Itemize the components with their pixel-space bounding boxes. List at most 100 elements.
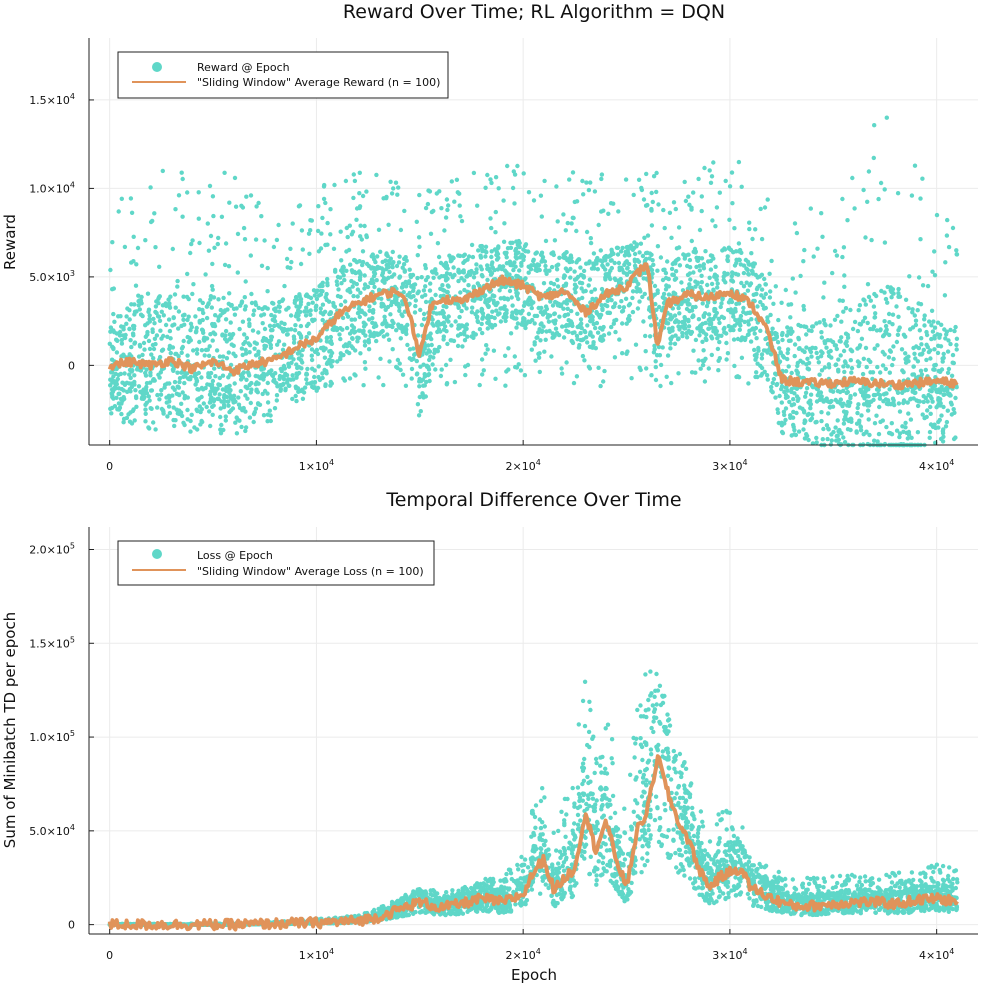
scatter-point xyxy=(653,364,658,370)
scatter-point xyxy=(842,284,847,289)
scatter-point xyxy=(785,350,790,356)
scatter-point xyxy=(350,336,355,341)
scatter-point xyxy=(906,432,912,437)
scatter-point xyxy=(854,429,859,434)
scatter-point xyxy=(746,272,751,277)
scatter-point xyxy=(691,348,696,353)
scatter-point xyxy=(131,234,136,239)
scatter-point xyxy=(206,353,212,358)
scatter-point xyxy=(242,295,247,300)
scatter-point xyxy=(400,281,406,287)
scatter-point xyxy=(519,260,524,266)
scatter-point xyxy=(112,319,117,324)
scatter-point xyxy=(173,305,178,310)
scatter-point xyxy=(821,295,826,300)
scatter-point xyxy=(483,298,488,303)
scatter-point xyxy=(754,354,759,360)
scatter-point xyxy=(151,377,156,382)
scatter-point xyxy=(283,386,288,391)
scatter-point xyxy=(260,391,265,397)
scatter-point xyxy=(270,327,275,333)
scatter-point xyxy=(708,267,714,272)
scatter-point xyxy=(426,343,431,348)
scatter-point xyxy=(651,174,657,179)
scatter-point xyxy=(115,376,121,382)
scatter-point xyxy=(357,277,363,282)
scatter-point xyxy=(717,320,722,326)
scatter-point xyxy=(950,360,955,365)
scatter-point xyxy=(350,284,355,289)
scatter-point xyxy=(843,360,848,366)
scatter-point xyxy=(762,205,768,210)
scatter-point xyxy=(247,343,253,348)
scatter-point xyxy=(886,355,892,360)
scatter-point xyxy=(746,381,751,386)
scatter-point xyxy=(718,304,723,310)
scatter-point xyxy=(701,348,706,353)
scatter-point xyxy=(414,219,419,224)
scatter-point xyxy=(629,376,634,381)
scatter-point xyxy=(261,371,266,376)
scatter-point xyxy=(463,364,468,369)
scatter-point xyxy=(581,192,586,197)
scatter-point xyxy=(938,403,943,408)
scatter-point xyxy=(152,321,157,326)
scatter-point xyxy=(592,266,597,271)
scatter-point xyxy=(918,237,923,242)
scatter-point xyxy=(143,407,148,412)
scatter-point xyxy=(501,295,507,300)
scatter-point xyxy=(391,186,396,191)
scatter-point xyxy=(652,343,657,348)
scatter-point xyxy=(691,190,696,195)
scatter-point xyxy=(714,274,719,279)
scatter-point xyxy=(689,207,694,212)
scatter-point xyxy=(954,252,960,257)
scatter-point xyxy=(765,318,770,323)
scatter-point xyxy=(561,252,566,258)
scatter-point xyxy=(922,323,927,328)
scatter-point xyxy=(611,304,616,310)
scatter-point xyxy=(451,338,457,344)
scatter-point xyxy=(404,284,409,289)
scatter-point xyxy=(882,319,887,324)
scatter-point xyxy=(248,400,253,406)
scatter-point xyxy=(775,340,781,345)
scatter-point xyxy=(240,319,246,324)
scatter-point xyxy=(443,215,449,220)
scatter-point xyxy=(822,365,828,370)
scatter-point xyxy=(724,357,729,362)
scatter-point xyxy=(442,324,448,329)
scatter-point xyxy=(945,217,950,223)
scatter-point xyxy=(405,322,410,328)
scatter-point xyxy=(550,331,555,336)
scatter-point xyxy=(320,371,325,376)
scatter-point xyxy=(710,218,715,223)
scatter-point xyxy=(274,393,280,398)
scatter-point xyxy=(490,260,495,265)
scatter-point xyxy=(706,312,712,317)
scatter-point xyxy=(915,359,921,364)
scatter-point xyxy=(775,407,780,412)
scatter-point xyxy=(681,252,686,257)
scatter-point xyxy=(345,234,350,240)
scatter-point xyxy=(305,366,310,372)
scatter-point xyxy=(456,305,461,310)
scatter-point xyxy=(817,372,822,377)
scatter-point xyxy=(356,328,362,333)
scatter-point xyxy=(582,328,587,334)
scatter-point xyxy=(676,371,681,376)
scatter-point xyxy=(143,238,148,243)
scatter-point xyxy=(790,415,796,420)
scatter-point xyxy=(791,402,797,407)
scatter-point xyxy=(695,281,700,286)
scatter-point xyxy=(903,351,908,356)
scatter-point xyxy=(908,397,913,402)
scatter-point xyxy=(715,285,720,290)
scatter-point xyxy=(588,180,593,185)
scatter-point xyxy=(517,268,522,273)
scatter-point xyxy=(891,344,896,349)
scatter-point xyxy=(722,247,728,252)
scatter-point xyxy=(628,772,633,777)
scatter-point xyxy=(598,248,603,253)
scatter-point xyxy=(488,177,493,182)
